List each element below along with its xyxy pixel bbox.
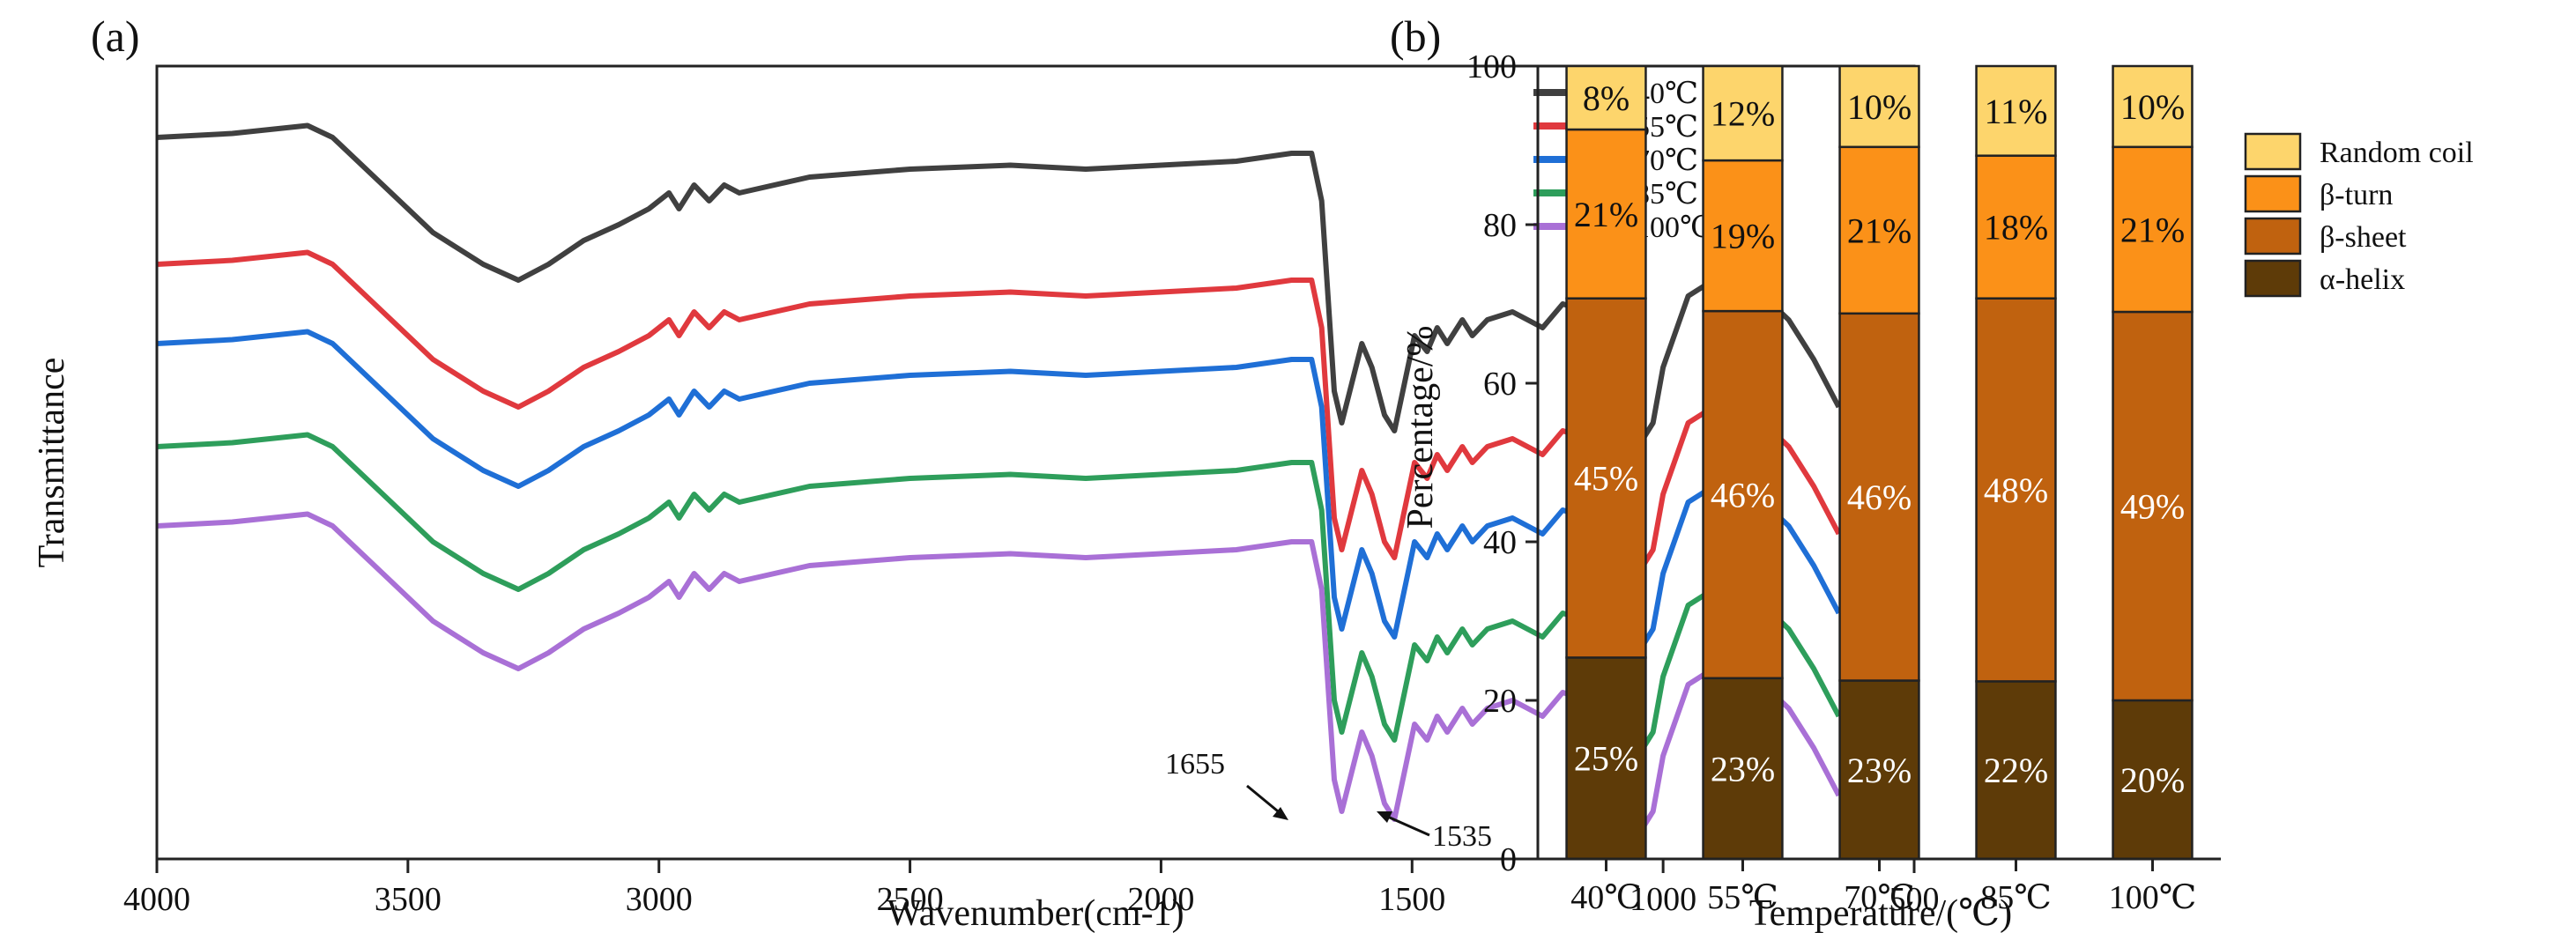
- bar-legend-swatch-1: [2244, 174, 2302, 213]
- bar-segment-0-1: [1565, 297, 1647, 659]
- bar-x-tick-label-2: 70℃: [1844, 879, 1915, 916]
- panel-b-secondary-structure-chart: (b) 25%45%21%8%23%46%19%12%23%46%21%10%2…: [1390, 11, 2474, 934]
- bar-label-2-1: 46%: [1847, 477, 1912, 517]
- bar-legend-label-2: β-sheet: [2320, 221, 2407, 254]
- bar-label-2-3: 10%: [1847, 87, 1912, 127]
- ftir-x-tick-label-0: 4000: [123, 881, 190, 918]
- bar-legend-swatch-0: [2244, 132, 2302, 171]
- bar-label-3-0: 22%: [1984, 751, 2048, 790]
- bar-label-3-3: 11%: [1985, 92, 2048, 131]
- bar-label-2-2: 21%: [1847, 211, 1912, 250]
- ftir-x-tick-label-6: 1000: [1629, 881, 1696, 918]
- annotation-arrow-0: [1246, 784, 1283, 817]
- bar-y-tick-label-4: 80: [1483, 207, 1517, 244]
- annotation-arrow-1: [1383, 813, 1430, 837]
- panel-label-b: (b): [1390, 11, 1441, 61]
- bar-y-tick-label-3: 60: [1483, 366, 1517, 403]
- annotation-arrowhead-0: [1273, 807, 1288, 820]
- panel-label-a: (a): [91, 11, 140, 61]
- bar-label-2-0: 23%: [1847, 751, 1912, 790]
- bar-legend-swatch-2: [2244, 217, 2302, 255]
- bar-y-tick-label-0: 0: [1500, 841, 1517, 878]
- bar-segment-1-1: [1702, 309, 1784, 680]
- ftir-x-tick-label-4: 2000: [1127, 881, 1194, 918]
- bar-label-1-2: 19%: [1711, 217, 1775, 256]
- annotation-label-1: 1535: [1432, 820, 1492, 853]
- bar-y-tick-label-5: 100: [1466, 48, 1517, 85]
- bar-label-4-3: 10%: [2120, 87, 2185, 127]
- ftir-y-axis-title: Transmittance: [32, 358, 72, 568]
- bar-y-axis-title: Percentage/%: [1400, 326, 1441, 529]
- bar-label-1-1: 46%: [1711, 475, 1775, 514]
- bar-segment-4-2: [2112, 145, 2194, 314]
- bar-segment-0-2: [1565, 128, 1647, 300]
- bar-segment-1-3: [1702, 64, 1784, 162]
- bar-segment-1-2: [1702, 159, 1784, 313]
- bar-label-0-2: 21%: [1574, 195, 1638, 234]
- bar-legend-label-0: Random coil: [2320, 137, 2474, 169]
- bar-label-3-2: 18%: [1984, 208, 2048, 248]
- bar-label-3-1: 48%: [1984, 470, 2048, 510]
- bar-label-4-0: 20%: [2120, 760, 2185, 800]
- bar-segment-1-0: [1702, 677, 1784, 861]
- bar-segment-4-1: [2112, 310, 2194, 702]
- ftir-x-tick-label-2: 3000: [626, 881, 693, 918]
- annotation-arrowhead-1: [1377, 811, 1392, 823]
- ftir-x-tick-label-5: 1500: [1378, 881, 1445, 918]
- bar-label-4-1: 49%: [2120, 487, 2185, 527]
- bar-label-4-2: 21%: [2120, 210, 2185, 249]
- bar-y-tick-label-2: 40: [1483, 524, 1517, 561]
- bar-legend: Random coil β-turn β-sheet α-helix: [2244, 132, 2474, 298]
- stacked-bars: 25% 45% 21% 8% 23% 46% 19% 12% 23% 46% 21% 10% 22% 48…: [1565, 64, 2194, 861]
- bar-axes: 0 20 40 60 80 100 40℃ 55℃ 70℃ 85℃ 100℃: [1466, 48, 2221, 916]
- bar-y-tick-label-1: 20: [1483, 683, 1517, 720]
- bar-segment-3-3: [1975, 64, 2057, 157]
- ftir-legend-label-4: 100℃: [1635, 211, 1713, 244]
- bar-x-tick-label-0: 40℃: [1570, 879, 1642, 916]
- bar-label-1-0: 23%: [1711, 749, 1775, 788]
- bar-legend-label-3: α-helix: [2320, 263, 2405, 296]
- bar-segment-0-3: [1565, 64, 1647, 131]
- annotation-label-0: 1655: [1165, 748, 1225, 781]
- bar-segment-2-1: [1838, 312, 1920, 682]
- bar-x-tick-label-1: 55℃: [1707, 879, 1778, 916]
- bar-x-axis-title: Temperature/(℃): [1749, 893, 2012, 934]
- bar-label-0-1: 45%: [1574, 459, 1638, 499]
- bar-segment-2-3: [1838, 64, 1920, 149]
- bar-legend-swatch-3: [2244, 259, 2302, 298]
- ftir-x-axis-title: Wavenumber(cm-1): [887, 893, 1184, 934]
- bar-segment-3-2: [1975, 154, 2057, 300]
- ftir-peak-annotations: 1655 1535: [1165, 748, 1492, 853]
- bar-x-tick-label-4: 100℃: [2109, 879, 2197, 916]
- ftir-x-tick-label-3: 2500: [877, 881, 944, 918]
- bar-label-1-3: 12%: [1711, 94, 1775, 134]
- bar-label-0-0: 25%: [1574, 739, 1638, 779]
- ftir-x-tick-label-7: 500: [1889, 881, 1940, 918]
- ftir-x-ticks: 4000 3500 3000 2500 2000 1500 1000 500: [123, 859, 1940, 918]
- bar-label-0-3: 8%: [1583, 78, 1629, 118]
- panel-a-ftir-chart: (a) 4000 3500 3000 2500 2000 1500 1000 500 Wave…: [32, 11, 1940, 934]
- ftir-x-tick-label-1: 3500: [375, 881, 442, 918]
- bar-x-tick-label-3: 85℃: [1980, 879, 2052, 916]
- bar-legend-label-1: β-turn: [2320, 179, 2393, 211]
- bar-segment-4-3: [2112, 64, 2194, 149]
